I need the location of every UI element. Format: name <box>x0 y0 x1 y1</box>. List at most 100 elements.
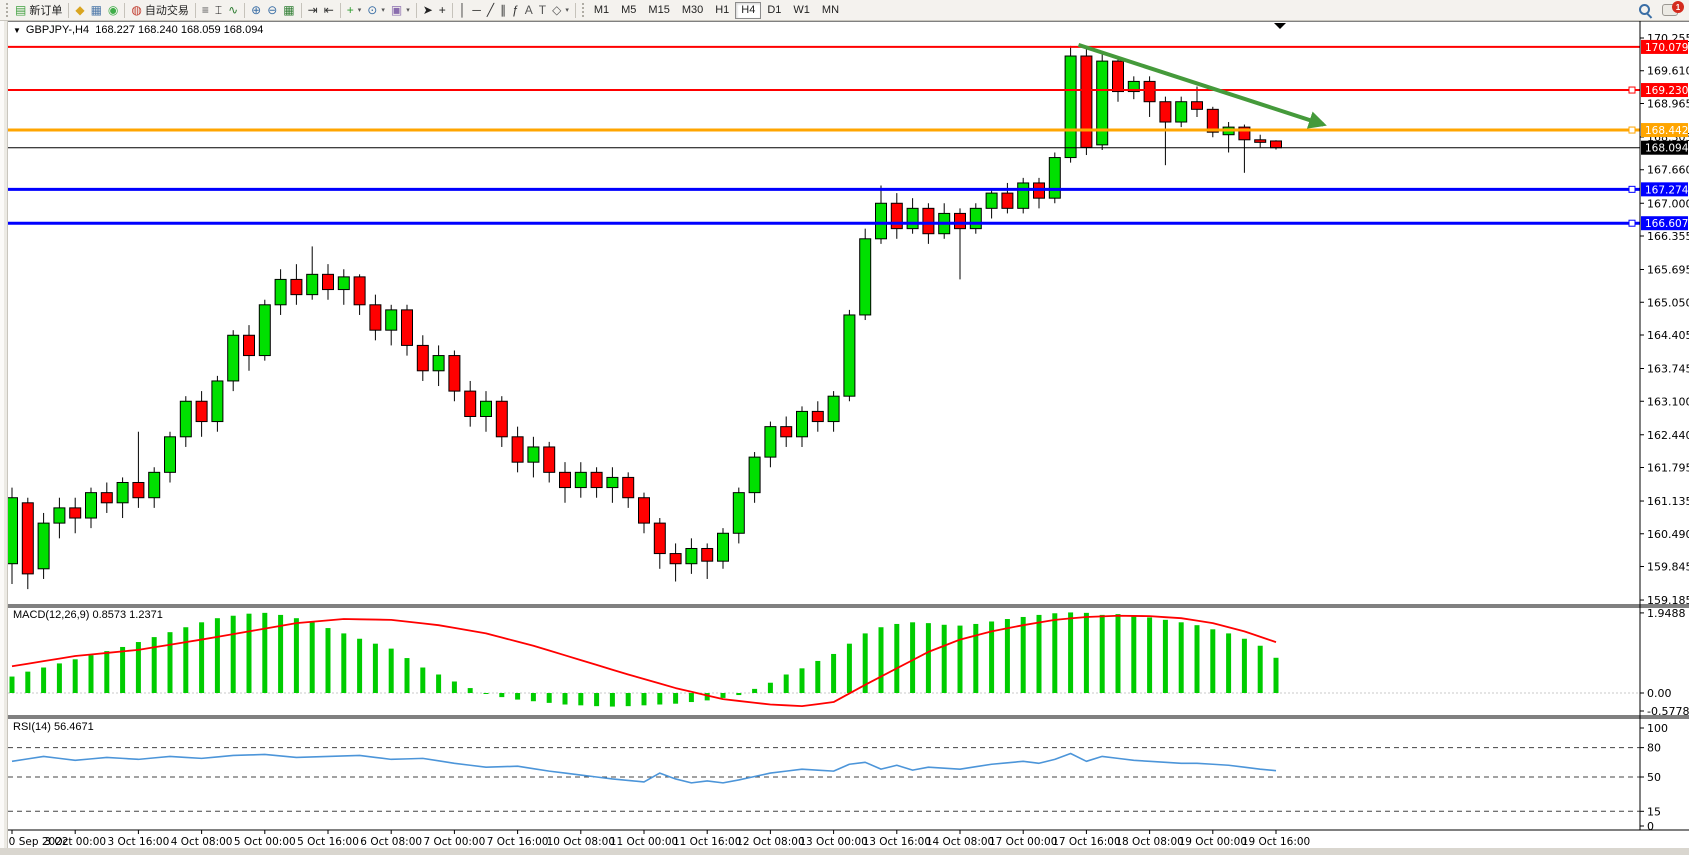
rsi-line <box>11 752 1277 784</box>
svg-text:17 Oct 16:00: 17 Oct 16:00 <box>1052 836 1120 848</box>
line-chart-mode-button[interactable]: ∿ <box>225 1 241 20</box>
chart-title-row: ▼ GBPJPY-,H4 168.227 168.240 168.059 168… <box>13 24 267 36</box>
vertical-line-tool-button[interactable]: │ <box>456 1 470 20</box>
candlestick-mode-button[interactable]: ⌶ <box>212 1 225 20</box>
trendline-tool-button[interactable]: ╱ <box>484 1 497 20</box>
text-tool-button[interactable]: A <box>522 1 536 20</box>
toolbar-grip[interactable] <box>581 3 585 17</box>
svg-text:167.000: 167.000 <box>1647 197 1689 210</box>
market-watch-button[interactable]: ◆ <box>72 1 87 20</box>
timeframe-D1-button[interactable]: D1 <box>767 4 782 16</box>
tile-windows-button[interactable]: ▦ <box>280 1 297 20</box>
timeframe-M30-button[interactable]: M30 <box>681 4 704 16</box>
trendline-tool-icon: ╱ <box>486 3 495 17</box>
timeframe-M5-button[interactable]: M5 <box>621 4 637 16</box>
macd-signal-line <box>11 614 1277 708</box>
toolbar-separator <box>68 2 70 18</box>
periods-icon: ⊙ <box>367 3 378 17</box>
price-tag <box>1641 182 1688 197</box>
horizontal-price-lines[interactable] <box>8 45 1640 227</box>
templates-button[interactable]: ▣ ▾ <box>388 1 413 20</box>
equidistant-channel-tool-button[interactable]: ∥ <box>497 1 509 20</box>
window-splitter[interactable] <box>0 21 8 855</box>
svg-text:160.490: 160.490 <box>1647 528 1689 541</box>
fibonacci-tool-button[interactable]: ƒ <box>509 1 522 20</box>
svg-text:166.355: 166.355 <box>1647 230 1689 243</box>
candlestick-mode-icon: ⌶ <box>214 3 223 17</box>
toolbar-separator <box>300 2 302 18</box>
signals-button[interactable]: ◉ <box>105 1 121 20</box>
svg-text:50: 50 <box>1647 771 1661 784</box>
new-order-button[interactable]: ▤ 新订单 <box>12 1 65 20</box>
main-toolbar: ▤ 新订单 ◆ ▦ ◉ ◍ 自动交易 ≡ ⌶ ∿ ⊕ ⊖ ▦ ⇥ ⇤ + ▾ ⊙ ▾ ▣ ▾ ➤ + │ ─ ╱ ∥ ƒ A T ◇ ▾ M1 M… <box>0 0 1689 21</box>
price-tag <box>1641 216 1688 231</box>
svg-text:5 Oct 16:00: 5 Oct 16:00 <box>297 836 359 848</box>
svg-text:5 Oct 00:00: 5 Oct 00:00 <box>234 836 296 848</box>
svg-text:13 Oct 00:00: 13 Oct 00:00 <box>799 836 867 848</box>
price-tag <box>1641 39 1688 54</box>
timeframe-MN-button[interactable]: MN <box>821 4 840 16</box>
price-tag <box>1641 140 1688 155</box>
zoom-out-button[interactable]: ⊖ <box>264 1 280 20</box>
svg-text:0: 0 <box>1647 820 1654 833</box>
timeframe-H1-button[interactable]: H1 <box>715 4 730 16</box>
timeframe-M15-button[interactable]: M15 <box>648 4 670 16</box>
svg-text:4 Oct 08:00: 4 Oct 08:00 <box>171 836 233 848</box>
svg-text:168.094: 168.094 <box>1645 143 1689 155</box>
templates-dropdown-icon[interactable]: ▾ <box>406 7 410 14</box>
text-label-tool-button[interactable]: T <box>536 1 549 20</box>
svg-text:161.795: 161.795 <box>1647 462 1689 475</box>
horizontal-line-tool-icon: ─ <box>472 3 481 17</box>
timeframe-H4-button[interactable]: H4 <box>735 1 762 19</box>
autotrading-button[interactable]: ◍ 自动交易 <box>128 1 191 20</box>
auto-scroll-icon: ⇥ <box>307 3 318 17</box>
toolbar-grip[interactable] <box>6 3 9 17</box>
svg-text:159.185: 159.185 <box>1647 594 1689 607</box>
svg-text:14 Oct 08:00: 14 Oct 08:00 <box>926 836 994 848</box>
chart-shift-icon: ⇤ <box>323 3 334 17</box>
arrows-tool-dropdown-icon[interactable]: ▾ <box>565 7 569 14</box>
indicators-dropdown-icon[interactable]: ▾ <box>357 7 362 14</box>
status-strip <box>0 848 1689 855</box>
indicators-button[interactable]: + ▾ <box>344 1 365 20</box>
chevron-down-icon[interactable]: ▼ <box>13 25 21 35</box>
text-label-tool-icon: T <box>538 3 547 17</box>
bar-chart-mode-button[interactable]: ≡ <box>199 1 212 20</box>
price-axis[interactable]: 170.255169.610168.965168.305167.660167.0… <box>1640 32 1689 833</box>
arrows-tool-icon: ◇ <box>552 3 562 17</box>
symbol-ohlc-label: GBPJPY-,H4 168.227 168.240 168.059 168.0… <box>25 24 264 36</box>
periods-dropdown-icon[interactable]: ▾ <box>381 7 385 14</box>
arrows-tool-button[interactable]: ◇ ▾ <box>549 1 572 20</box>
price-tag <box>1641 83 1688 98</box>
timeframe-M1-button[interactable]: M1 <box>593 4 610 16</box>
svg-text:19 Oct 00:00: 19 Oct 00:00 <box>1179 836 1247 848</box>
zoom-in-button[interactable]: ⊕ <box>248 1 264 20</box>
cursor-button[interactable]: ➤ <box>420 1 436 20</box>
periods-button[interactable]: ⊙ ▾ <box>364 1 388 20</box>
svg-text:169.610: 169.610 <box>1647 65 1689 78</box>
svg-text:170.079: 170.079 <box>1645 42 1688 54</box>
new-order-label: 新订单 <box>29 5 63 17</box>
svg-text:165.050: 165.050 <box>1647 296 1689 309</box>
chart-shift-marker[interactable] <box>1274 23 1286 29</box>
toolbar-separator <box>415 2 417 18</box>
horizontal-line-tool-button[interactable]: ─ <box>469 1 484 20</box>
svg-text:100: 100 <box>1647 722 1668 735</box>
price-tag <box>1641 123 1688 138</box>
trendline-arrow[interactable] <box>1077 42 1327 129</box>
chart-shift-button[interactable]: ⇤ <box>321 1 337 20</box>
crosshair-button[interactable]: + <box>436 1 449 20</box>
svg-text:-0.5778: -0.5778 <box>1647 705 1689 718</box>
svg-text:168.965: 168.965 <box>1647 97 1689 110</box>
svg-text:166.607: 166.607 <box>1645 218 1688 230</box>
chat-icon[interactable]: 1 <box>1662 1 1684 16</box>
timeframe-W1-button[interactable]: W1 <box>793 4 810 16</box>
auto-scroll-button[interactable]: ⇥ <box>305 1 321 20</box>
zoom-in-icon: ⊕ <box>251 3 262 17</box>
search-icon[interactable] <box>1639 3 1652 17</box>
line-chart-mode-icon: ∿ <box>228 3 239 17</box>
data-window-button[interactable]: ▦ <box>88 1 105 20</box>
candlestick-series <box>6 45 1282 590</box>
